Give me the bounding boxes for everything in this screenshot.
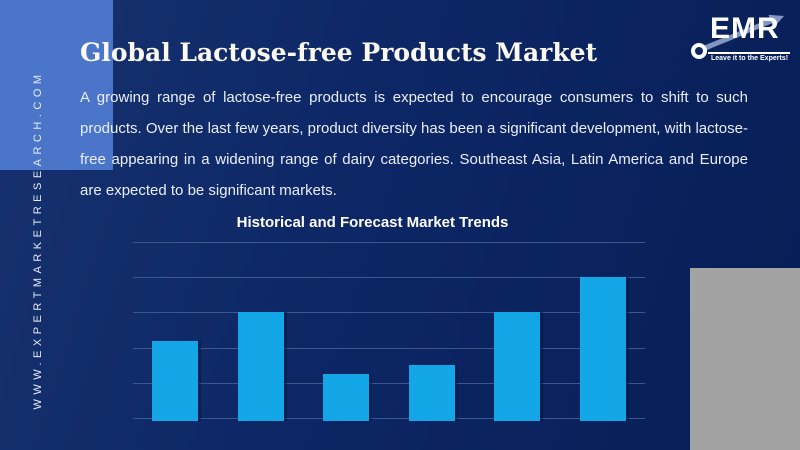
logo-tagline: Leave it to the Experts! [711, 55, 789, 62]
accent-square [0, 0, 113, 170]
logo-underline [708, 52, 790, 54]
gray-side-panel [690, 268, 800, 450]
market-description: A growing range of lactose-free products… [80, 89, 748, 199]
chart-bar [152, 340, 198, 421]
chart-bar [494, 312, 541, 421]
website-vertical-text: WWW.EXPERTMARKETRESEARCH.COM [32, 70, 44, 410]
logo-text: EMR [710, 12, 780, 45]
chart-gridline [133, 418, 645, 419]
chart-gridline [133, 347, 645, 349]
chart-bar [408, 365, 455, 421]
chart-bar [323, 374, 370, 421]
chart-gridline [133, 242, 645, 243]
page-title: Global Lactose-free Products Market [80, 38, 598, 67]
chart-title: Historical and Forecast Market Trends [236, 214, 509, 231]
emr-logo: EMR Leave it to the Experts! [686, 8, 798, 62]
chart-bar [580, 277, 626, 421]
chart-gridline [133, 277, 645, 279]
growth-arrow-icon [691, 14, 784, 59]
chart-gridline [133, 382, 645, 384]
bar-chart [133, 242, 645, 421]
chart-gridline [133, 312, 645, 314]
chart-bar [237, 312, 284, 421]
